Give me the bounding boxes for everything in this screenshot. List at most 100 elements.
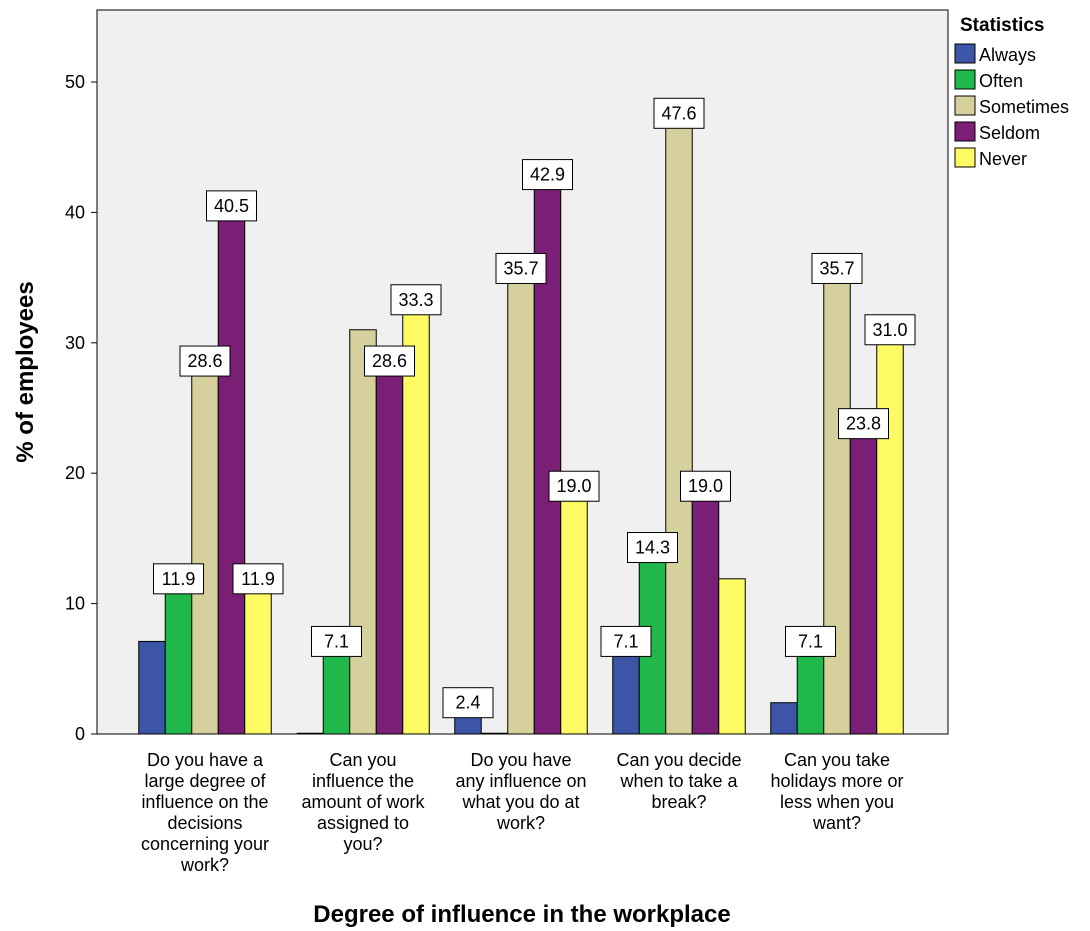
data-label: 23.8 (846, 414, 881, 434)
x-category-label-line: Do you have (470, 750, 571, 770)
bar-never (718, 578, 746, 735)
x-category-label-line: Can you decide (616, 750, 741, 770)
data-label: 7.1 (324, 631, 349, 651)
data-label-box (390, 284, 442, 316)
x-category-label-line: Can you (329, 750, 396, 770)
x-category-label-line: holidays more or (770, 771, 903, 791)
data-label: 28.6 (372, 351, 407, 371)
y-tick-label: 50 (65, 72, 85, 92)
legend-title: Statistics (960, 15, 1044, 36)
data-label: 7.1 (613, 631, 638, 651)
bar-never (876, 329, 904, 735)
y-axis-title: % of employees (12, 281, 39, 462)
data-label: 28.6 (187, 351, 222, 371)
data-label: 7.1 (798, 631, 823, 651)
x-category-label: Do you have any influence on what you do a… (455, 750, 586, 833)
legend-swatch-always (954, 43, 976, 64)
bar-sometimes (665, 112, 693, 735)
x-category-label-line: work? (180, 855, 229, 875)
data-label-box (206, 190, 257, 222)
x-category-label-line: concerning your (141, 834, 269, 854)
data-label-box (811, 252, 863, 284)
data-label-box (548, 470, 600, 502)
y-axis: 0 10 20 30 40 50 (65, 10, 98, 744)
data-label-box (153, 563, 204, 595)
data-label-box (179, 345, 231, 377)
data-label-box (232, 563, 284, 595)
legend-label-seldom: Seldom (979, 123, 1040, 143)
x-category-label-line: Can you take (784, 750, 890, 770)
data-label: 19.0 (556, 476, 591, 496)
x-category-label-line: when to take a (619, 771, 738, 791)
bar-never (560, 485, 588, 735)
data-label: 40.5 (214, 196, 249, 216)
data-labels: 11.9 28.6 40.5 11.9 7.1 28.6 33.3 2.4 35.7 42.9 19… (153, 97, 916, 719)
x-category-label-line: break? (651, 792, 706, 812)
y-tick-label: 20 (65, 463, 85, 483)
bar-seldom (217, 205, 246, 735)
data-label: 47.6 (661, 103, 696, 123)
legend: Statistics Always Often Sometimes Seldom Neve… (954, 15, 1069, 169)
legend-swatch-seldom (954, 121, 976, 142)
data-label-box (311, 625, 362, 657)
data-label-box (838, 408, 889, 440)
data-label-box (785, 625, 836, 657)
x-category-label-line: assigned to (317, 813, 409, 833)
y-tick-label: 40 (65, 202, 85, 222)
data-label: 14.3 (635, 538, 670, 558)
y-tick-label: 30 (65, 333, 85, 353)
x-category-label-line: any influence on (455, 771, 586, 791)
data-label: 19.0 (688, 476, 723, 496)
bar-seldom (375, 360, 404, 735)
bar-seldom (849, 423, 878, 735)
data-label: 2.4 (455, 693, 480, 713)
data-label: 31.0 (872, 320, 907, 340)
y-tick-label: 10 (65, 594, 85, 614)
legend-swatch-often (954, 69, 976, 90)
x-axis: Do you have a large degree of influence on… (97, 733, 948, 875)
x-category-label-line: decisions (167, 813, 242, 833)
legend-label-always: Always (979, 45, 1036, 65)
x-category-label: Do you have a large degree of influence on… (141, 750, 269, 875)
legend-swatch-sometimes (954, 95, 976, 116)
x-category-label-line: work? (496, 813, 545, 833)
data-label: 33.3 (398, 290, 433, 310)
x-category-label-line: Do you have a (147, 750, 264, 770)
x-category-label: Can you influence the amount of work assign… (301, 750, 425, 854)
bar-sometimes (349, 329, 377, 735)
bar-sometimes (191, 360, 219, 735)
x-category-label-line: influence the (312, 771, 414, 791)
x-category-label-line: influence on the (141, 792, 268, 812)
data-label: 11.9 (241, 569, 275, 589)
legend-label-often: Often (979, 71, 1023, 91)
x-category-label-line: what you do at (461, 792, 579, 812)
legend-label-never: Never (979, 149, 1027, 169)
bar-sometimes (507, 267, 535, 735)
bar-always (138, 640, 166, 735)
data-label: 11.9 (162, 569, 196, 589)
bar-never (244, 578, 272, 735)
y-tick-label: 0 (75, 724, 85, 744)
x-category-label-line: less when you (780, 792, 894, 812)
bar-always (770, 702, 798, 735)
data-label-box (522, 159, 573, 191)
data-label: 42.9 (530, 165, 565, 185)
data-label-box (600, 625, 652, 657)
legend-label-sometimes: Sometimes (979, 97, 1069, 117)
data-label: 35.7 (819, 258, 854, 278)
data-label-box (495, 252, 547, 284)
data-label-box (680, 470, 731, 502)
x-category-label-line: large degree of (144, 771, 266, 791)
x-category-label-line: want? (812, 813, 861, 833)
data-label: 35.7 (503, 258, 538, 278)
data-label-box (364, 345, 415, 377)
data-label-box (864, 314, 916, 346)
x-axis-title: Degree of influence in the workplace (313, 901, 730, 928)
bar-seldom (691, 485, 720, 735)
legend-swatch-never (954, 147, 976, 168)
data-label-box (653, 97, 705, 129)
data-label-box (627, 532, 678, 564)
bar-often (164, 578, 193, 735)
x-category-label: Can you decide when to take a break? (616, 750, 741, 812)
